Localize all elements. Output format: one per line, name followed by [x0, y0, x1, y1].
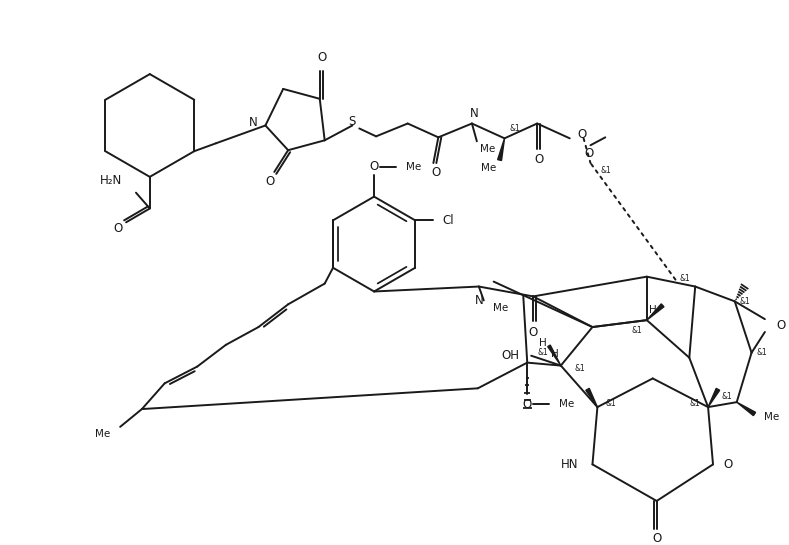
Polygon shape: [585, 389, 597, 407]
Text: Me: Me: [95, 429, 110, 439]
Text: O: O: [584, 147, 593, 160]
Text: &1: &1: [690, 398, 700, 408]
Polygon shape: [708, 389, 720, 407]
Text: O: O: [522, 398, 532, 410]
Text: &1: &1: [757, 348, 767, 357]
Text: O: O: [652, 532, 661, 545]
Text: N: N: [474, 294, 483, 307]
Text: &1: &1: [537, 348, 548, 357]
Text: H₂N: H₂N: [100, 174, 122, 187]
Text: Me: Me: [481, 163, 496, 173]
Text: Me: Me: [492, 303, 508, 313]
Text: OH: OH: [501, 349, 519, 362]
Text: &1: &1: [510, 124, 520, 133]
Text: O: O: [776, 319, 786, 331]
Polygon shape: [498, 138, 504, 161]
Text: Me: Me: [480, 144, 495, 154]
Text: O: O: [369, 160, 379, 173]
Text: &1: &1: [605, 398, 616, 408]
Text: &1: &1: [631, 325, 642, 335]
Text: &1: &1: [739, 297, 750, 306]
Text: &1: &1: [574, 364, 585, 373]
Polygon shape: [647, 304, 664, 320]
Text: HN: HN: [561, 458, 578, 471]
Text: Me: Me: [559, 399, 574, 409]
Text: S: S: [349, 115, 356, 128]
Text: H: H: [649, 305, 656, 315]
Text: &1: &1: [600, 166, 611, 175]
Text: O: O: [529, 326, 538, 340]
Text: O: O: [114, 222, 123, 235]
Text: Me: Me: [406, 162, 421, 172]
Text: O: O: [266, 175, 275, 189]
Text: O: O: [723, 458, 732, 471]
Text: O: O: [317, 51, 327, 64]
Text: H: H: [539, 338, 547, 348]
Text: N: N: [249, 116, 257, 129]
Text: Cl: Cl: [443, 214, 454, 227]
Polygon shape: [548, 345, 561, 366]
Text: &1: &1: [679, 274, 690, 283]
Text: O: O: [432, 166, 441, 179]
Polygon shape: [737, 402, 756, 416]
Text: O: O: [578, 128, 587, 141]
Text: N: N: [469, 107, 478, 120]
Text: &1: &1: [721, 392, 731, 401]
Text: O: O: [534, 153, 544, 166]
Text: H: H: [551, 349, 559, 359]
Text: Me: Me: [765, 412, 780, 422]
